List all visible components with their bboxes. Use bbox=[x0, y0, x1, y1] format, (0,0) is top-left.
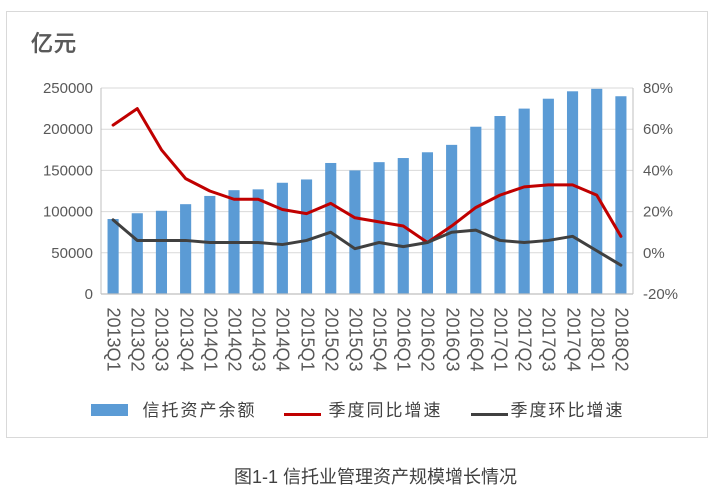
svg-text:40%: 40% bbox=[643, 162, 673, 179]
svg-text:-20%: -20% bbox=[643, 286, 678, 303]
svg-text:150000: 150000 bbox=[43, 162, 93, 179]
svg-text:0: 0 bbox=[85, 286, 93, 303]
svg-text:50000: 50000 bbox=[51, 245, 93, 262]
svg-text:80%: 80% bbox=[643, 80, 673, 97]
svg-text:200000: 200000 bbox=[43, 121, 93, 138]
svg-text:250000: 250000 bbox=[43, 80, 93, 97]
svg-text:20%: 20% bbox=[643, 204, 673, 221]
svg-text:0%: 0% bbox=[643, 245, 665, 262]
svg-text:60%: 60% bbox=[643, 121, 673, 138]
svg-text:100000: 100000 bbox=[43, 204, 93, 221]
